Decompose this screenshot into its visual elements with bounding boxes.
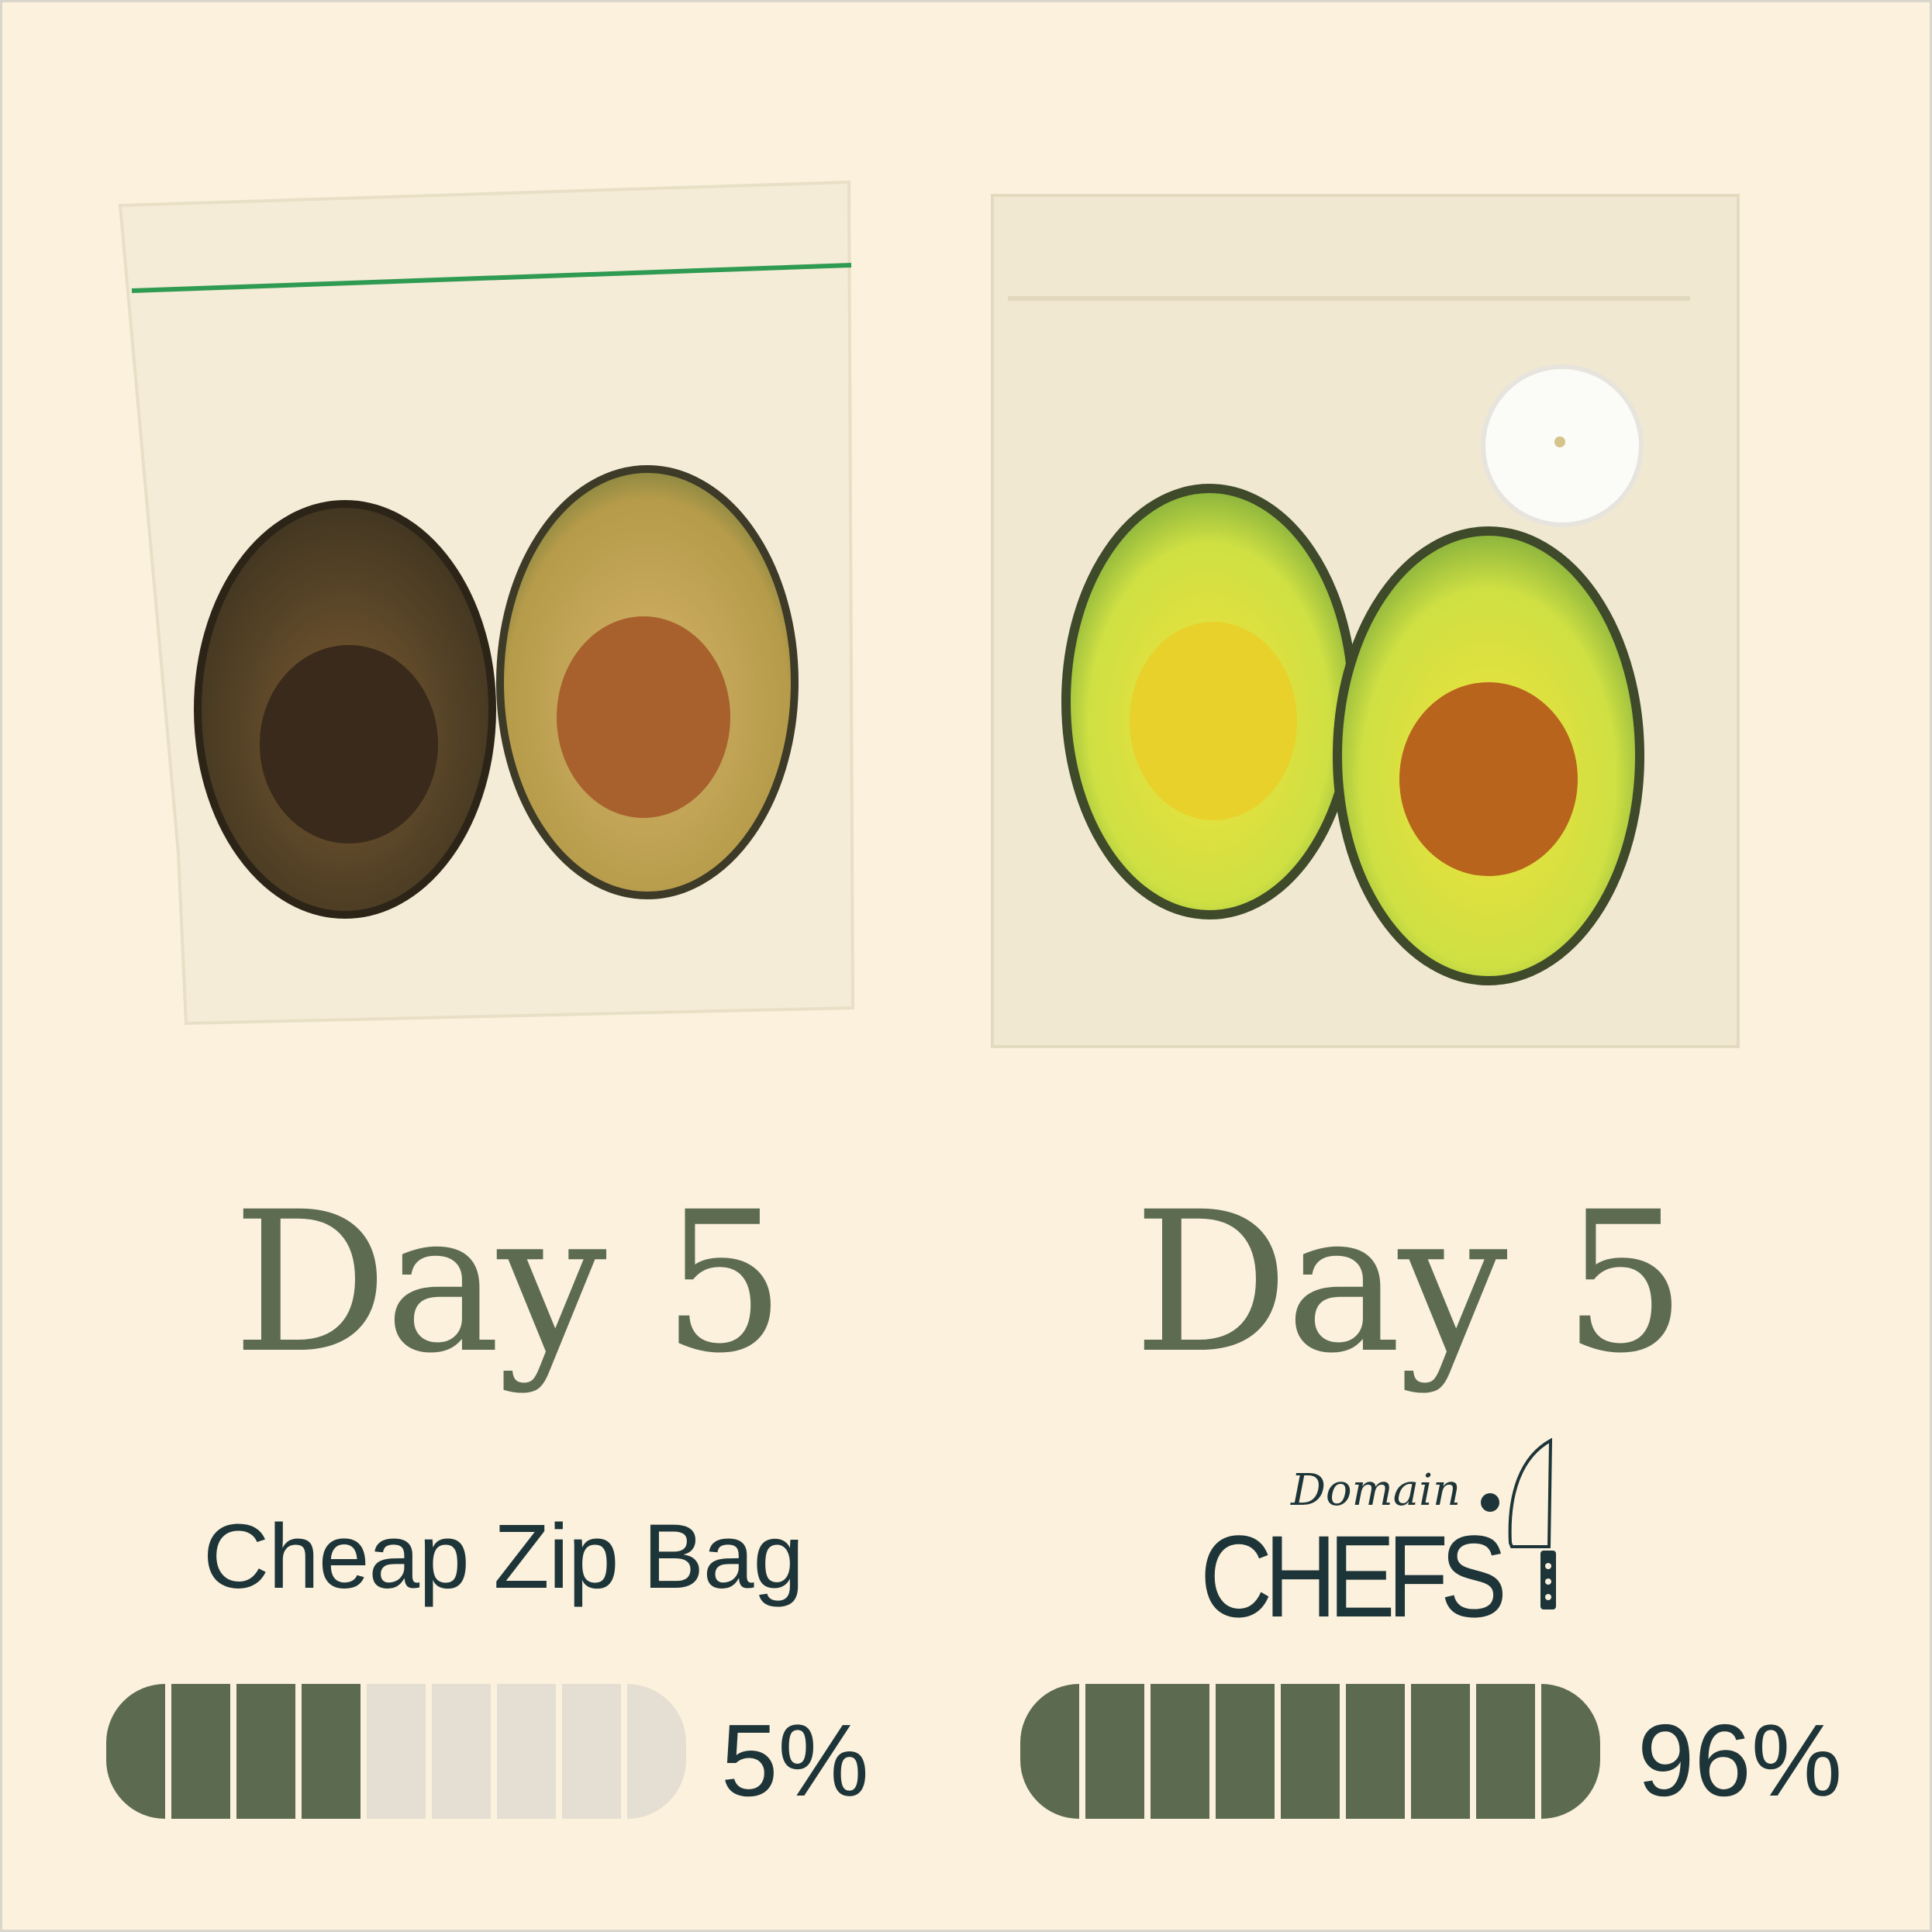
freshness-percent-right: 96%	[1637, 1703, 1843, 1817]
bar-segment-filled	[106, 1684, 165, 1819]
cheap-zip-bag-label: Cheap Zip Bag	[203, 1506, 804, 1608]
bar-segment-filled	[302, 1684, 361, 1819]
freshness-bar-domain-chefs	[1020, 1684, 1600, 1819]
bar-segment-empty	[432, 1684, 491, 1819]
bar-segment-empty	[367, 1684, 426, 1819]
knife-icon	[1481, 1437, 1556, 1609]
bar-segment-filled	[1020, 1684, 1079, 1819]
bar-segment-empty	[562, 1684, 621, 1819]
bar-segment-filled	[1541, 1684, 1600, 1819]
avocado-photo	[118, 180, 1740, 1048]
logo-domain-text: Domain	[1291, 1465, 1461, 1516]
right-day-label: Day 5	[1133, 1170, 1686, 1396]
zip-bag	[118, 180, 855, 1026]
avocado-pit-dark	[260, 645, 438, 844]
bar-segment-filled	[1085, 1684, 1144, 1819]
bar-segment-filled	[1216, 1684, 1275, 1819]
domain-chefs-logo: Domain CHEFS	[1194, 1434, 1566, 1634]
avocado-pit-cavity	[1130, 622, 1297, 820]
bar-segment-filled	[171, 1684, 230, 1819]
bar-segment-empty	[627, 1684, 686, 1819]
freshness-bar-cheap-zip-bag	[106, 1684, 686, 1819]
bar-segment-filled	[1346, 1684, 1405, 1819]
bar-segment-empty	[497, 1684, 556, 1819]
logo-chefs-text: CHEFS	[1200, 1511, 1507, 1641]
freshness-percent-left: 5%	[721, 1703, 869, 1817]
vacuum-bag	[991, 194, 1740, 1048]
bar-segment-filled	[1151, 1684, 1209, 1819]
bar-segment-filled	[1281, 1684, 1340, 1819]
left-day-label: Day 5	[233, 1170, 785, 1396]
avocado-pit	[557, 616, 730, 818]
bar-segment-filled	[1476, 1684, 1535, 1819]
bar-segment-filled	[1411, 1684, 1470, 1819]
bar-segment-filled	[236, 1684, 295, 1819]
avocado-pit	[1399, 682, 1578, 876]
